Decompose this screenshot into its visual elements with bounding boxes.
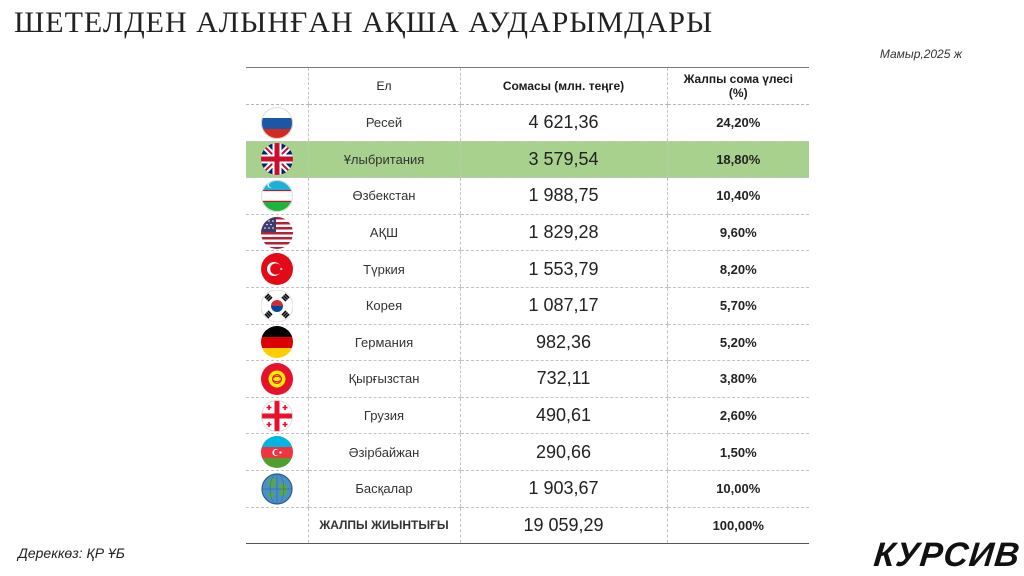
source-note: Дереккөз: ҚР ҰБ	[18, 545, 125, 561]
flag-cell	[246, 470, 308, 508]
amount-value: 1 829,28	[459, 214, 667, 252]
flag-cell	[246, 397, 308, 435]
amount-value: 290,66	[459, 433, 667, 471]
country-name: Грузия	[307, 397, 460, 435]
flag-cell	[246, 104, 308, 142]
russia-flag	[260, 106, 293, 139]
usa-flag	[260, 216, 293, 249]
share-value: 2,60%	[666, 397, 809, 435]
total-amount: 19 059,29	[459, 507, 667, 545]
azerbaijan-flag	[260, 436, 293, 469]
total-share: 100,00%	[666, 507, 809, 545]
table-row: Әзірбайжан 290,66 1,50%	[246, 433, 809, 471]
flag-cell	[246, 433, 308, 471]
page-title: ШЕТЕЛДЕН АЛЫНҒАН АҚША АУДАРЫМДАРЫ	[14, 6, 714, 39]
share-value: 9,60%	[666, 214, 809, 252]
share-value: 8,20%	[666, 250, 809, 288]
uzbekistan-flag	[260, 179, 293, 212]
amount-value: 1 988,75	[459, 177, 667, 215]
share-value: 5,20%	[666, 324, 809, 362]
table-row: АҚШ 1 829,28 9,60%	[246, 214, 809, 252]
total-label: ЖАЛПЫ ЖИЫНТЫҒЫ	[307, 507, 460, 545]
country-name: Ресей	[307, 104, 460, 142]
flag-cell	[246, 177, 308, 215]
table-row: Ресей 4 621,36 24,20%	[246, 104, 809, 142]
flag-cell	[246, 360, 308, 398]
amount-value: 1 553,79	[459, 250, 667, 288]
amount-value: 732,11	[459, 360, 667, 398]
flag-cell	[246, 324, 308, 362]
date-label: Мамыр,2025 ж	[879, 47, 962, 61]
header-amount: Сомасы (млн. теңге)	[459, 67, 667, 105]
table-row: Грузия 490,61 2,60%	[246, 397, 809, 435]
germany-flag	[260, 326, 293, 359]
country-name: Қырғызстан	[307, 360, 460, 398]
flag-cell	[246, 250, 308, 288]
uk-flag	[260, 143, 293, 176]
kyrgyzstan-flag	[260, 362, 293, 395]
amount-value: 4 621,36	[459, 104, 667, 142]
total-row: ЖАЛПЫ ЖИЫНТЫҒЫ 19 059,29 100,00%	[246, 507, 809, 545]
header-flag	[246, 67, 308, 105]
amount-value: 982,36	[459, 324, 667, 362]
amount-value: 490,61	[459, 397, 667, 435]
total-empty-cell	[246, 507, 308, 545]
table-row: Германия 982,36 5,20%	[246, 324, 809, 362]
table-row: Басқалар 1 903,67 10,00%	[246, 470, 809, 508]
table-row: Қырғызстан 732,11 3,80%	[246, 360, 809, 398]
globe-icon	[261, 473, 293, 505]
table-header-row: Ел Сомасы (млн. теңге) Жалпы сома үлесі …	[246, 67, 809, 105]
flag-cell	[246, 214, 308, 252]
country-name: Ұлыбритания	[307, 141, 460, 179]
flag-cell	[246, 287, 308, 325]
table-row-highlighted: Ұлыбритания 3 579,54 18,80%	[246, 141, 809, 179]
share-value: 3,80%	[666, 360, 809, 398]
amount-value: 3 579,54	[459, 141, 667, 179]
amount-value: 1 087,17	[459, 287, 667, 325]
georgia-flag	[260, 399, 293, 432]
header-share: Жалпы сома үлесі (%)	[666, 67, 809, 105]
country-name: Корея	[307, 287, 460, 325]
table-row: Корея 1 087,17 5,70%	[246, 287, 809, 325]
table-row: Өзбекстан 1 988,75 10,40%	[246, 177, 809, 215]
country-name: Түркия	[307, 250, 460, 288]
table-row: Түркия 1 553,79 8,20%	[246, 250, 809, 288]
amount-value: 1 903,67	[459, 470, 667, 508]
remittances-table: Ел Сомасы (млн. теңге) Жалпы сома үлесі …	[246, 67, 809, 545]
korea-flag	[260, 289, 293, 322]
brand-logo: КУРСИВ	[871, 536, 1023, 574]
header-share-line2: (%)	[728, 86, 748, 100]
country-name: Германия	[307, 324, 460, 362]
header-country: Ел	[307, 67, 460, 105]
share-value: 10,40%	[666, 177, 809, 215]
share-value: 1,50%	[666, 433, 809, 471]
header-share-line1: Жалпы сома үлесі	[683, 72, 793, 86]
share-value: 5,70%	[666, 287, 809, 325]
country-name: АҚШ	[307, 214, 460, 252]
country-name: Өзбекстан	[307, 177, 460, 215]
country-name: Әзірбайжан	[307, 433, 460, 471]
remittances-table-container: Ел Сомасы (млн. теңге) Жалпы сома үлесі …	[246, 67, 809, 545]
share-value: 18,80%	[666, 141, 809, 179]
flag-cell	[246, 141, 308, 179]
share-value: 24,20%	[666, 104, 809, 142]
turkey-flag	[260, 253, 293, 286]
country-name: Басқалар	[307, 470, 460, 508]
share-value: 10,00%	[666, 470, 809, 508]
